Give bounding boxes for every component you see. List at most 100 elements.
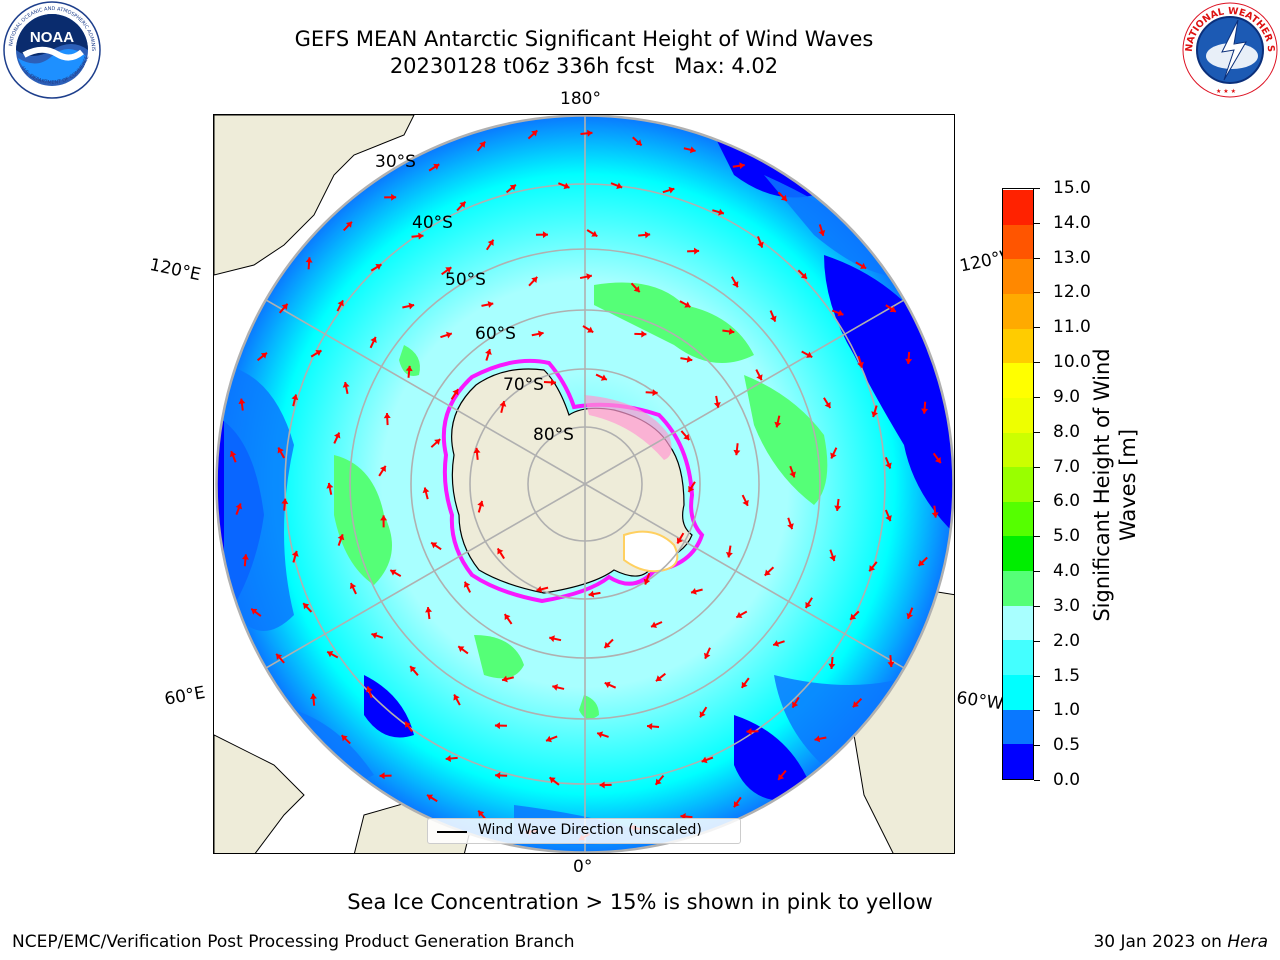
wind-wave-arrow-head <box>599 781 605 789</box>
colorbar-segment <box>1003 189 1033 225</box>
wind-wave-arrow-head <box>260 352 267 359</box>
colorbar-segment <box>1003 674 1033 710</box>
wind-wave-arrow-head <box>487 239 494 246</box>
wind-wave-arrow-head <box>418 232 424 240</box>
colorbar-segment <box>1003 639 1033 676</box>
wind-wave-arrow-head <box>251 608 258 615</box>
colorbar-tick-label: 7.0 <box>1053 456 1081 477</box>
wind-wave-arrow-head <box>431 542 438 549</box>
wind-wave-arrow-head <box>345 221 352 228</box>
nws-logo: NATIONAL WEATHER SERVICE ★ ★ ★ <box>1176 0 1280 100</box>
wind-wave-arrow-head <box>718 208 724 216</box>
colorbar-segment <box>1003 328 1033 364</box>
wind-wave-arrow-head <box>641 330 647 338</box>
chart-title: GEFS MEAN Antarctic Significant Height o… <box>294 27 874 51</box>
colorbar-tick <box>1034 222 1040 224</box>
wind-wave-arrow-head <box>887 661 895 668</box>
wind-wave-arrow-head <box>487 301 494 308</box>
colorbar-segment <box>1003 432 1033 468</box>
wind-wave-arrow-head <box>728 327 735 335</box>
wind-wave-arrow-head <box>741 681 748 688</box>
lat-label-70s: 70°S <box>503 375 544 395</box>
wind-wave-arrow-head <box>736 611 743 618</box>
wind-wave-arrow-head <box>310 693 317 700</box>
wind-wave-arrow-head <box>713 402 721 408</box>
colorbar-segment <box>1003 258 1033 294</box>
map-panel: 30°S 40°S 50°S 60°S 70°S 80°S <box>213 114 955 854</box>
wind-wave-arrow-head <box>800 272 807 279</box>
colorbar-tick-label: 15.0 <box>1053 178 1091 198</box>
wind-wave-arrow-head <box>733 801 740 808</box>
colorbar-segment <box>1003 605 1033 641</box>
wind-wave-arrow-head <box>934 456 941 464</box>
colorbar-tick-label: 9.0 <box>1053 386 1081 407</box>
high-wave-patches <box>334 282 828 719</box>
wind-wave-arrow-head <box>651 621 657 629</box>
wind-wave-arrow-head <box>459 201 466 208</box>
graticule <box>216 115 954 853</box>
wind-wave-arrow-head <box>655 675 663 682</box>
wind-wave-arrow-head <box>391 193 397 201</box>
wind-wave-arrow-head <box>281 498 289 504</box>
wind-wave-arrow-head <box>453 694 460 701</box>
colorbar-title-line1: Significant Height of Wind <box>1089 348 1114 622</box>
wind-wave-arrow-head <box>837 309 844 317</box>
wind-wave-arrow-head <box>370 336 377 343</box>
wind-wave-arrow-head <box>703 652 711 659</box>
colorbar-title-line2: Waves [m] <box>1116 428 1140 542</box>
wind-wave-arrow-head <box>426 794 434 801</box>
wind-wave-arrow-head <box>778 773 785 780</box>
wind-wave-arrow-head <box>655 778 662 785</box>
colorbar-tick-label: 1.5 <box>1053 665 1081 686</box>
colorbar-segment <box>1003 535 1033 572</box>
wind-wave-arrow-head <box>531 276 538 284</box>
wind-wave-arrow-head <box>668 186 675 194</box>
wind-wave-arrow-head <box>434 439 441 446</box>
colorbar-tick <box>1034 745 1040 747</box>
colorbar-tick <box>1034 292 1040 294</box>
sea-ice-interior <box>623 530 679 573</box>
wind-wave-arrow-head <box>764 569 771 576</box>
wind-wave-arrow-head <box>828 663 836 669</box>
wind-wave-arrow-head <box>383 413 391 419</box>
wind-wave-arrow-head <box>586 273 592 281</box>
lon-label-0: 0° <box>573 857 593 877</box>
chart-subtitle-run-info: 20230128 t06z 336h fcst Max: 4.02 <box>389 54 779 78</box>
colorbar-segment <box>1003 224 1033 260</box>
wind-wave-arrow-head <box>889 306 896 312</box>
wind-wave-arrow-head <box>918 559 925 566</box>
wind-wave-arrow-head <box>905 358 913 364</box>
lon-label-60e: 60°E <box>163 682 207 710</box>
wind-wave-arrow-head <box>504 614 511 621</box>
wind-wave-arrow-head <box>337 300 344 307</box>
wind-wave-arrow-head <box>756 374 763 381</box>
lat-label-30s: 30°S <box>375 152 416 172</box>
footer-date-text: 30 Jan 2023 on <box>1093 932 1222 952</box>
wind-wave-arrow-head <box>770 315 777 322</box>
wind-wave-arrow-head <box>773 640 780 647</box>
colorbar-tick-label: 4.0 <box>1053 561 1081 582</box>
wind-wave-arrow-head <box>814 735 821 743</box>
wind-wave-arrow-head <box>931 512 939 518</box>
wind-wave-arrow-head <box>497 548 504 555</box>
colorbar-tick <box>1034 501 1040 503</box>
colorbar-tick <box>1034 362 1040 364</box>
colorbar-tick <box>1034 710 1040 712</box>
noaa-logo-text: NOAA <box>30 29 74 46</box>
wind-wave-arrow-head <box>818 230 826 236</box>
sea-ice-note-text: Sea Ice Concentration > 15% is shown in … <box>347 890 933 914</box>
wind-wave-arrow-head <box>229 451 237 458</box>
wind-wave-arrow-head <box>739 162 745 170</box>
wind-wave-arrow-head <box>375 264 382 270</box>
colorbar-tick-label: 14.0 <box>1053 212 1091 233</box>
wind-wave-arrow-head <box>701 756 708 764</box>
wind-wave-arrow-head <box>365 686 373 693</box>
wind-wave-arrow-head <box>408 302 415 310</box>
wind-wave-arrow-head <box>644 231 651 239</box>
colorbar-tick <box>1034 257 1040 259</box>
wind-wave-arrow-head <box>502 675 508 683</box>
footer-machine: Hera <box>1227 932 1268 952</box>
wind-wave-arrow-head <box>792 701 799 708</box>
wind-wave-arrow-head <box>850 613 857 620</box>
wind-wave-arrow-head <box>495 771 501 779</box>
